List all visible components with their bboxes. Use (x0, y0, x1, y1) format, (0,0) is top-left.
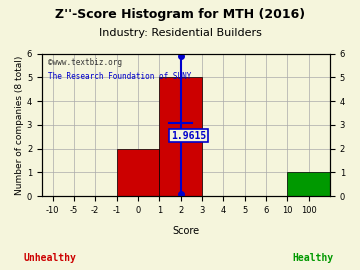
Text: Z''-Score Histogram for MTH (2016): Z''-Score Histogram for MTH (2016) (55, 8, 305, 21)
Text: ©www.textbiz.org: ©www.textbiz.org (48, 58, 122, 67)
Bar (287, 173, 330, 196)
Text: Healthy: Healthy (293, 253, 334, 263)
Text: Unhealthy: Unhealthy (24, 253, 77, 263)
Text: Industry: Residential Builders: Industry: Residential Builders (99, 28, 261, 38)
Y-axis label: Number of companies (8 total): Number of companies (8 total) (15, 55, 24, 195)
Text: The Research Foundation of SUNY: The Research Foundation of SUNY (48, 72, 191, 81)
Text: 1.9615: 1.9615 (171, 131, 206, 141)
X-axis label: Score: Score (172, 226, 199, 236)
Bar (117, 149, 159, 196)
Bar (159, 77, 202, 196)
